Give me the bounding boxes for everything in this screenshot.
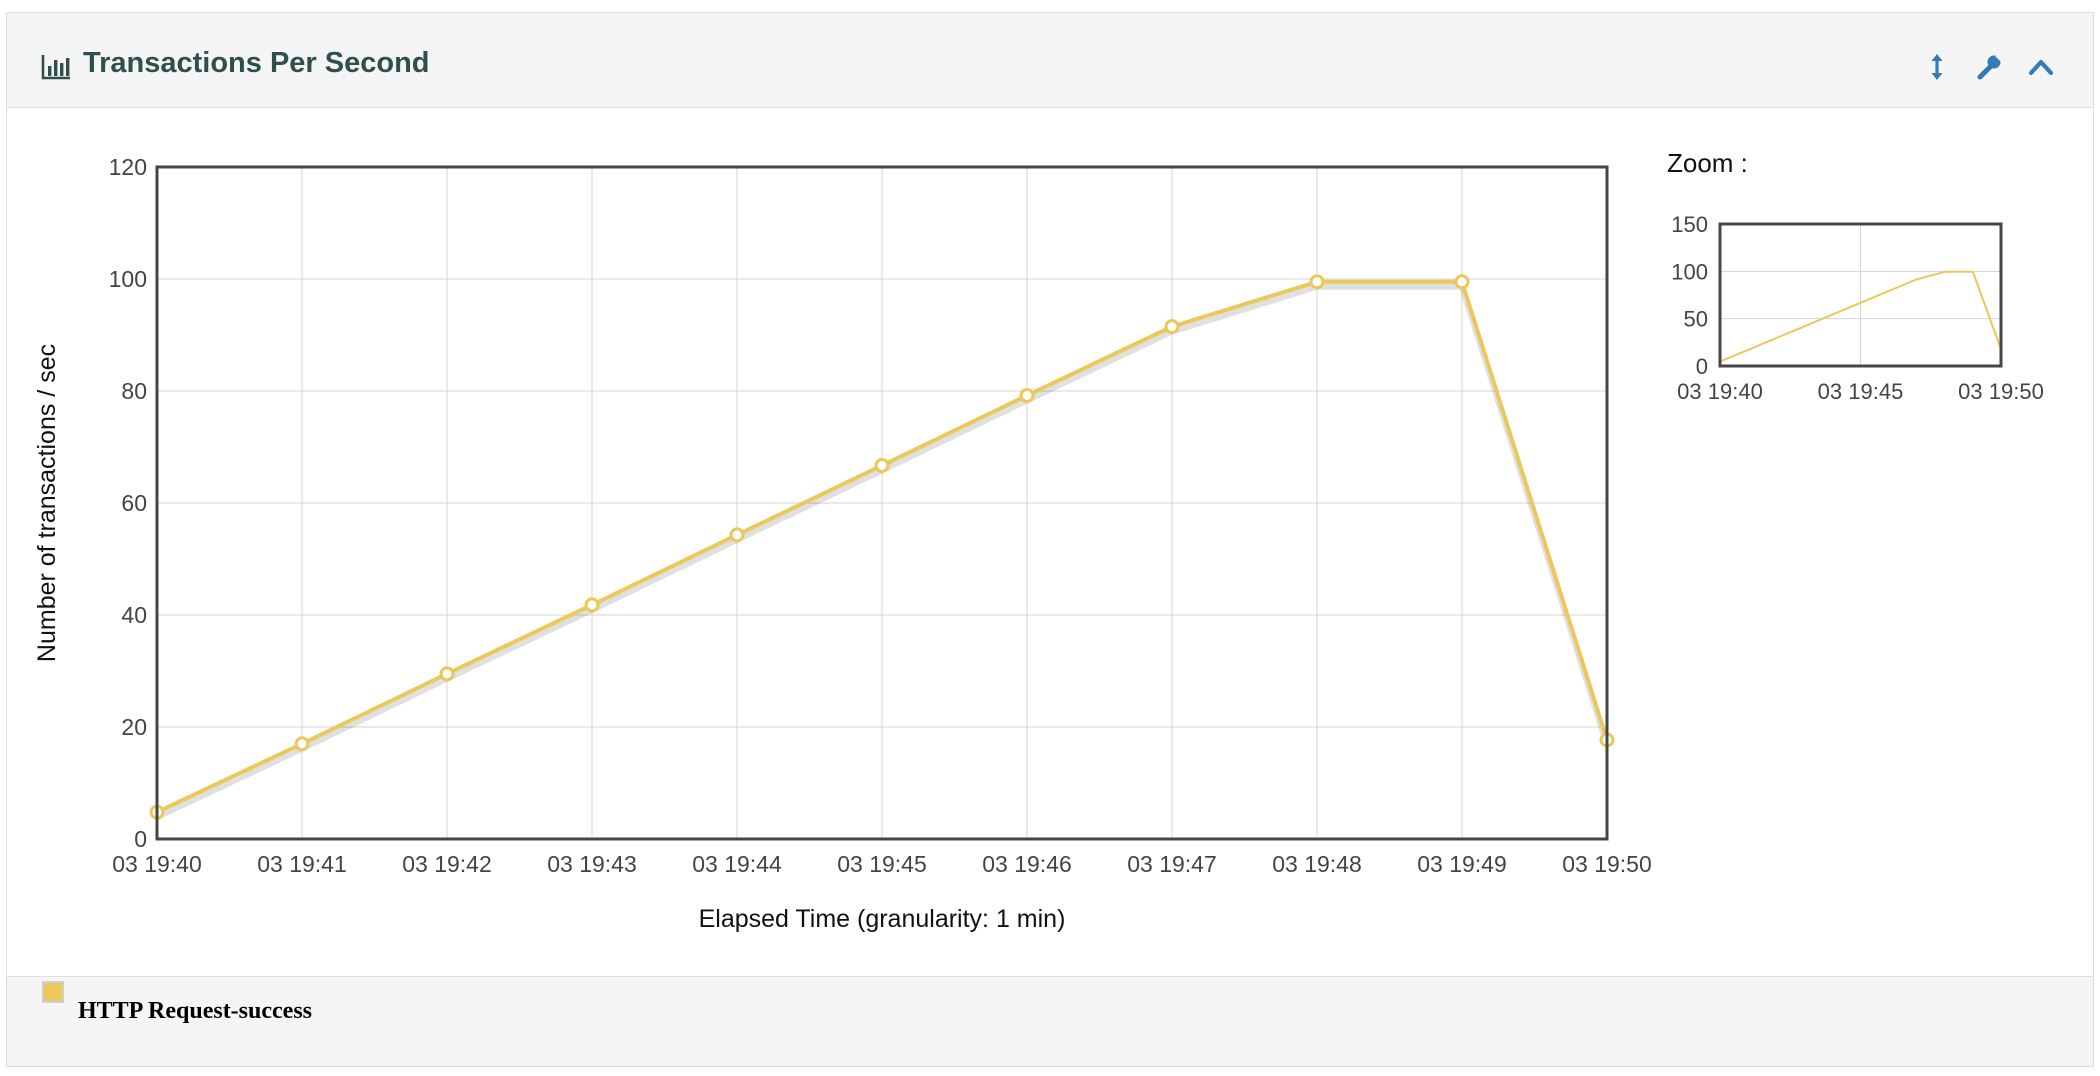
resize-icon[interactable] [1921,51,1953,83]
x-tick-label: 03 19:45 [837,851,927,877]
zoom-frame [1718,222,2003,368]
chart-area: 0 20 40 60 80 100 120 03 19:40 03 19:41 03 19:42 0… [7,109,2095,979]
zoom-y-tick-label: 50 [1684,307,1708,332]
data-point [584,597,600,613]
panel-title: Transactions Per Second [83,47,430,79]
x-tick-label: 03 19:50 [1562,851,1652,877]
x-tick-label: 03 19:40 [112,851,202,877]
panel-header: Transactions Per Second [7,13,2093,108]
y-axis-label: Number of transactions / sec [33,344,61,662]
data-point [1164,319,1180,335]
y-tick-label: 100 [109,266,147,292]
x-tick-label: 03 19:43 [547,851,637,877]
zoom-x-tick-label: 03 19:45 [1818,379,1904,404]
x-tick-label: 03 19:44 [692,851,782,877]
x-tick-label: 03 19:42 [402,851,492,877]
legend-bar [7,976,2093,1066]
x-tick-label: 03 19:47 [1127,851,1217,877]
data-point [1019,387,1035,403]
zoom-y-tick-label: 0 [1696,354,1708,379]
data-point [1309,274,1325,290]
x-tick-label: 03 19:48 [1272,851,1362,877]
legend-swatch[interactable] [42,981,64,1003]
bar-chart-icon [41,54,71,80]
data-point [729,527,745,543]
y-tick-label: 20 [121,714,147,740]
chart-panel: Transactions Per Second 0 20 40 60 80 100 120 0… [6,12,2094,1067]
plot-frame [155,165,1609,841]
y-tick-label: 120 [109,154,147,180]
wrench-icon[interactable] [1972,51,2004,83]
chevron-up-icon[interactable] [2025,51,2057,83]
x-axis-label: Elapsed Time (granularity: 1 min) [699,905,1066,933]
zoom-series-line [1719,270,2002,363]
zoom-x-tick-label: 03 19:50 [1958,379,2044,404]
data-point [294,736,310,752]
zoom-y-tick-label: 150 [1671,212,1708,237]
grid-lines [156,166,1608,840]
data-point [874,457,890,473]
zoom-y-tick-label: 100 [1671,259,1708,284]
x-tick-label: 03 19:46 [982,851,1072,877]
data-point [1454,274,1470,290]
zoom-label: Zoom : [1667,148,1748,178]
zoom-overview: Zoom : 0 50 100 150 03 19:40 03 19:45 03 19:50 [1667,148,2044,404]
y-tick-label: 80 [121,378,147,404]
zoom-x-tick-label: 03 19:40 [1677,379,1763,404]
main-chart[interactable]: 0 20 40 60 80 100 120 03 19:40 03 19:41 03 19:42 0… [7,109,2095,979]
x-tick-label: 03 19:49 [1417,851,1507,877]
x-tick-label: 03 19:41 [257,851,347,877]
legend-label[interactable]: HTTP Request-success [78,998,312,1024]
y-tick-label: 0 [134,826,147,852]
y-tick-label: 60 [121,490,147,516]
data-point [439,666,455,682]
y-tick-label: 40 [121,602,147,628]
